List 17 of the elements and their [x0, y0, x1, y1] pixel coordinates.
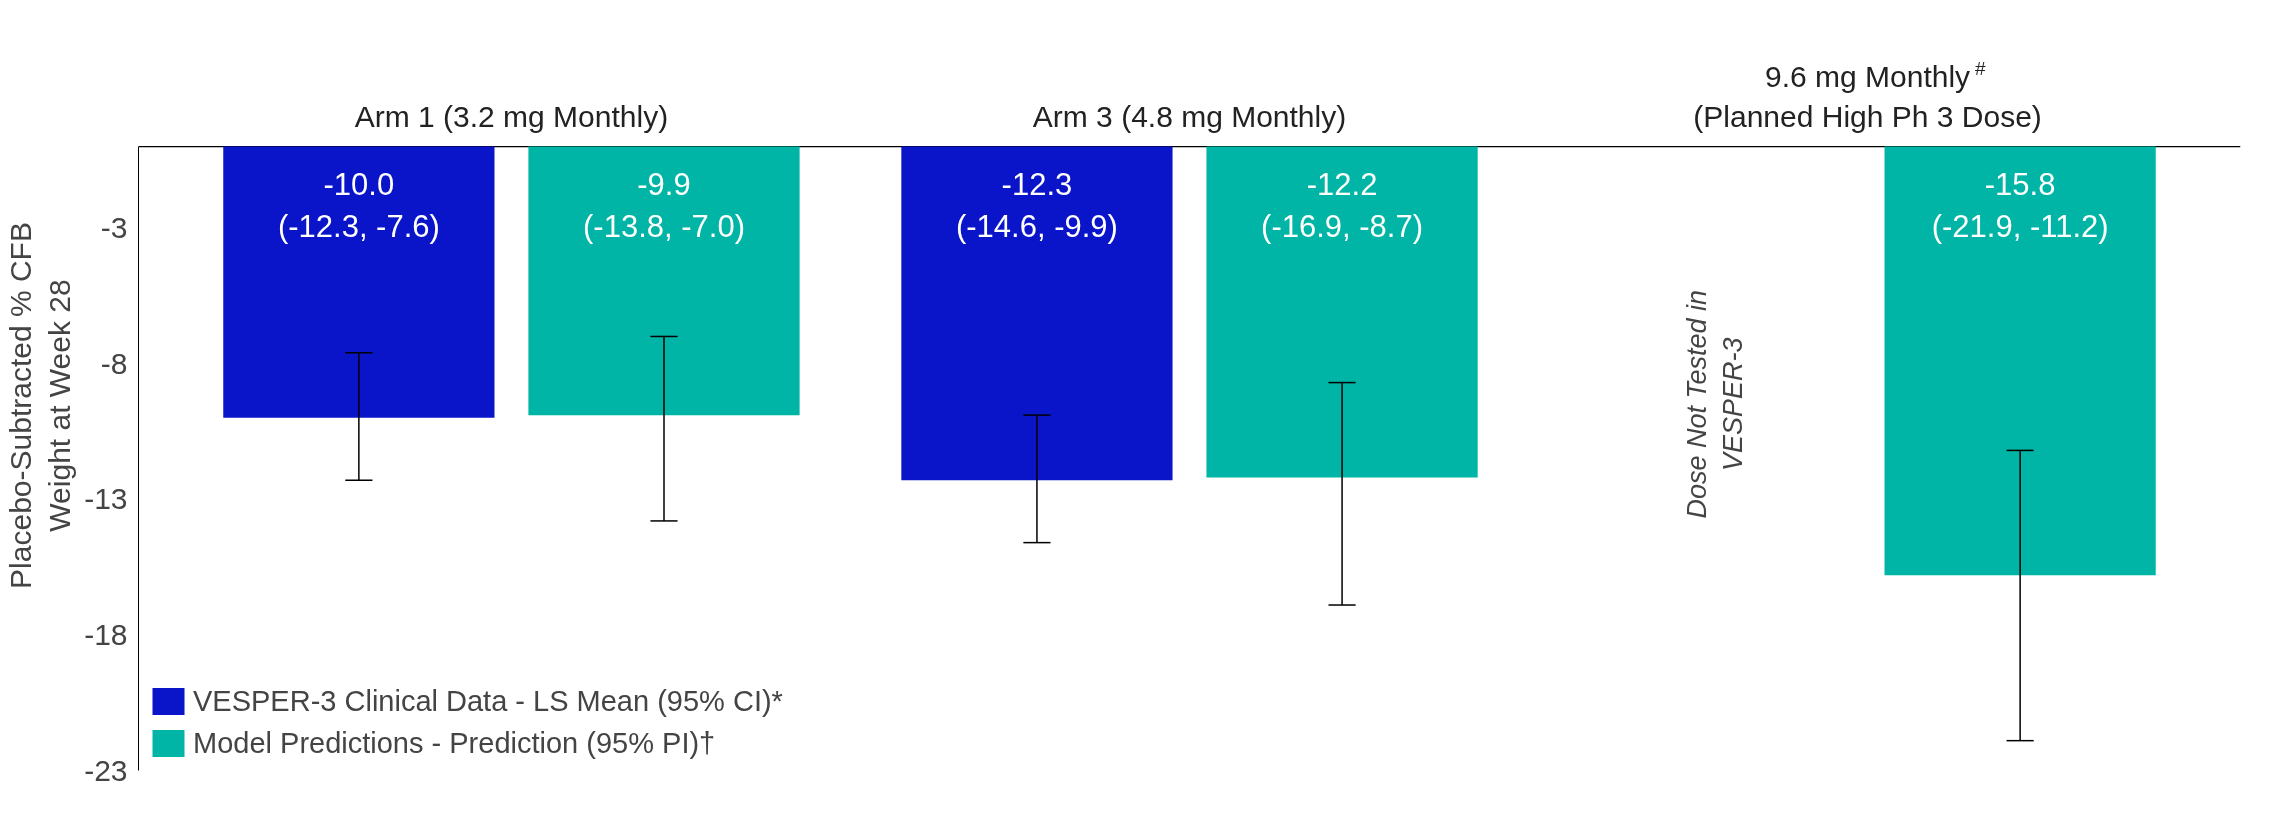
y-axis-title: Placebo-Subtracted % CFB Weight at Week 28 — [3, 222, 77, 589]
legend-label: Model Predictions - Prediction (95% PI)† — [193, 726, 716, 760]
data-label: -12.2 (-16.9, -8.7) — [1261, 166, 1424, 244]
x-tick-label: Arm 1 (3.2 mg Monthly) — [354, 99, 669, 133]
data-label: -9.9 (-13.8, -7.0) — [583, 166, 745, 244]
data-label: -12.3 (-14.6, -9.9) — [955, 166, 1118, 244]
legend-label: VESPER-3 Clinical Data - LS Mean (95% CI)* — [193, 684, 783, 718]
y-tick-label: -23 — [84, 753, 128, 787]
data-label: -15.8 (-21.9, -11.2) — [1931, 166, 2109, 244]
annotation: Dose Not Tested in VESPER-3 — [1682, 289, 1748, 519]
x-tick-label: 9.6 mg Monthly# (Planned High Ph 3 Dose) — [1693, 57, 2042, 133]
x-tick-label: Arm 3 (4.8 mg Monthly) — [1032, 99, 1347, 133]
y-tick-label: -13 — [84, 482, 128, 516]
y-tick-label: -3 — [100, 210, 128, 244]
y-tick-label: -8 — [100, 346, 128, 380]
y-tick-label: -18 — [84, 617, 128, 651]
data-label: -10.0 (-12.3, -7.6) — [277, 166, 440, 244]
